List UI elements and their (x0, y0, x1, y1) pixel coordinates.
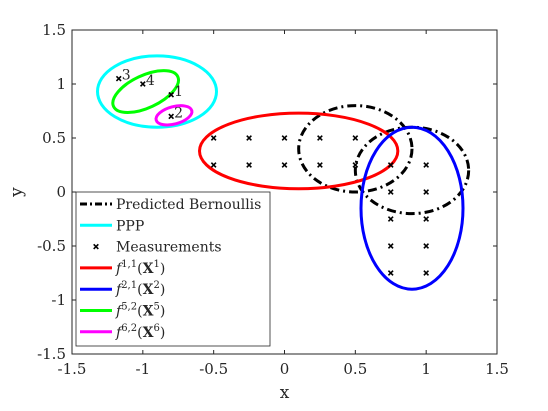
measurement-label-1: 1 (174, 84, 183, 100)
y-tick-label: 0.5 (42, 129, 66, 147)
x-axis-label: x (280, 383, 290, 403)
annotation-layer: 1 2 3 4 (122, 68, 183, 122)
y-tick-label: -1.5 (37, 345, 66, 363)
measurement-point (387, 243, 394, 249)
measurement-point (246, 135, 252, 141)
measurement-point (352, 135, 359, 141)
measurement-label-3: 3 (122, 68, 131, 84)
legend-item-f6: f6,2(X6) (80, 323, 165, 341)
y-tick-label: 0 (56, 183, 66, 201)
measurement-point (317, 135, 323, 141)
measurement-point (387, 189, 394, 195)
legend-item-ppp: PPP (80, 218, 144, 234)
x-tick-label: 1.5 (485, 360, 509, 378)
legend: Predicted Bernoullis PPP Measurements f1,1(… (75, 191, 271, 347)
x-tick-label: -1 (136, 360, 151, 378)
measurement-point (423, 216, 430, 222)
legend-label: Predicted Bernoullis (116, 197, 261, 213)
legend-label: f5,2(X5) (115, 302, 165, 320)
measurement-point (423, 270, 430, 276)
measurement-point (281, 135, 288, 141)
ellipse-ppp-2 (96, 54, 218, 129)
measurement-point (423, 243, 430, 249)
measurement-point (317, 162, 323, 168)
measurement-point (168, 113, 175, 120)
x-tick-label: 1 (421, 360, 431, 378)
measurement-point (387, 270, 394, 276)
legend-marker (93, 243, 99, 250)
legend-item-f5: f5,2(X5) (80, 302, 165, 320)
legend-label: f2,1(X2) (115, 280, 165, 298)
legend-item-bern: Predicted Bernoullis (80, 197, 261, 213)
measurement-point (352, 162, 359, 168)
legend-item-f1: f1,1(X1) (80, 259, 165, 277)
y-tick-label: 1.5 (42, 21, 66, 39)
legend-label: f1,1(X1) (115, 259, 165, 277)
y-tick-label: -1 (51, 291, 66, 309)
measurement-point (387, 162, 394, 168)
measurement-point (281, 162, 288, 168)
measurement-point (423, 162, 430, 168)
x-tick-label: 0.5 (343, 360, 367, 378)
x-tick-label: -1.5 (58, 360, 87, 378)
y-tick-label: 1 (56, 75, 66, 93)
ticks-layer: -1.5 -1 -0.5 0 0.5 1 1.5 -1.5 -1 -0.5 0 0.5 1 1.5 (37, 21, 509, 378)
x-tick-label: -0.5 (199, 360, 228, 378)
y-tick-label: -0.5 (37, 237, 66, 255)
ellipse-f1-3 (198, 111, 400, 191)
legend-label: f6,2(X6) (115, 323, 165, 341)
measurement-point (246, 162, 252, 168)
ellipse-layer (96, 54, 471, 291)
marker-layer (115, 75, 430, 276)
measurement-point (168, 91, 175, 98)
measurement-label-4: 4 (146, 73, 155, 89)
y-axis-label: y (7, 187, 27, 198)
legend-label: PPP (116, 218, 144, 234)
measurement-point (210, 135, 217, 141)
x-tick-label: 0 (280, 360, 290, 378)
ellipse-f6-6 (154, 104, 194, 127)
measurement-point (423, 189, 430, 195)
legend-item-meas: Measurements (93, 240, 222, 256)
measurement-point (115, 75, 122, 82)
measurement-point (210, 162, 217, 168)
ellipse-f5-5 (111, 69, 180, 115)
legend-item-f2: f2,1(X2) (80, 280, 165, 298)
ellipse-predicted-bernoullis-0 (297, 104, 414, 194)
ellipse-f2-4 (359, 125, 465, 291)
measurement-label-2: 2 (174, 105, 183, 121)
measurement-point (139, 81, 146, 87)
legend-label: Measurements (116, 240, 222, 256)
measurement-point (387, 216, 394, 222)
